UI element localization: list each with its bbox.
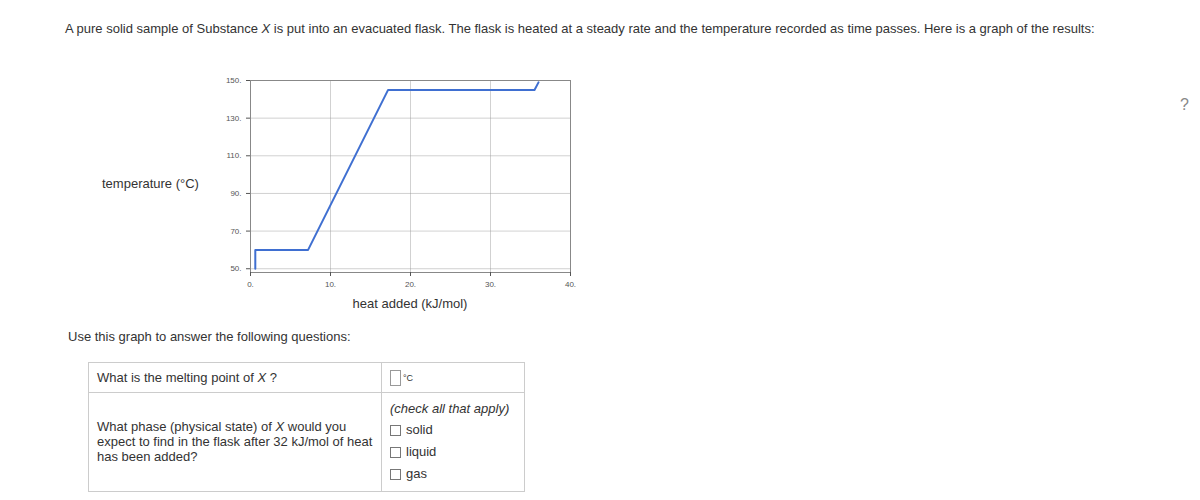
html-text:(check all that apply): (check all that apply) <box>390 400 510 416</box>
svg-text:0.: 0. <box>247 280 254 289</box>
html-text:°C: °C <box>403 372 414 383</box>
svg-text:20.: 20. <box>405 280 416 289</box>
svg-text:70.: 70. <box>230 227 241 236</box>
html-text:heat added (kJ/mol): heat added (kJ/mol) <box>352 296 468 311</box>
svg-text:30.: 30. <box>485 280 496 289</box>
html-text:A pure solid sample of Substan: A pure solid sample of Substance X is pu… <box>65 21 1095 36</box>
svg-text:110.: 110. <box>227 151 242 160</box>
svg-text:40.: 40. <box>565 280 576 289</box>
html-text:What phase (physical state) of: What phase (physical state) of X would y… <box>97 419 373 465</box>
html-text:Use this graph to answer the f: Use this graph to answer the following q… <box>68 329 351 344</box>
html-text:What is the melting point of X: What is the melting point of X? <box>97 369 277 385</box>
html-text:solid: solid <box>406 421 433 437</box>
html-text:temperature (°C): temperature (°C) <box>102 176 199 191</box>
svg-text:50.: 50. <box>230 264 241 273</box>
svg-text:150.: 150. <box>226 76 242 85</box>
html-text:liquid: liquid <box>406 443 437 459</box>
svg-text:10.: 10. <box>325 280 336 289</box>
svg-text:90.: 90. <box>230 189 241 198</box>
html-text:gas: gas <box>406 465 427 481</box>
svg-text:130.: 130. <box>226 114 242 123</box>
